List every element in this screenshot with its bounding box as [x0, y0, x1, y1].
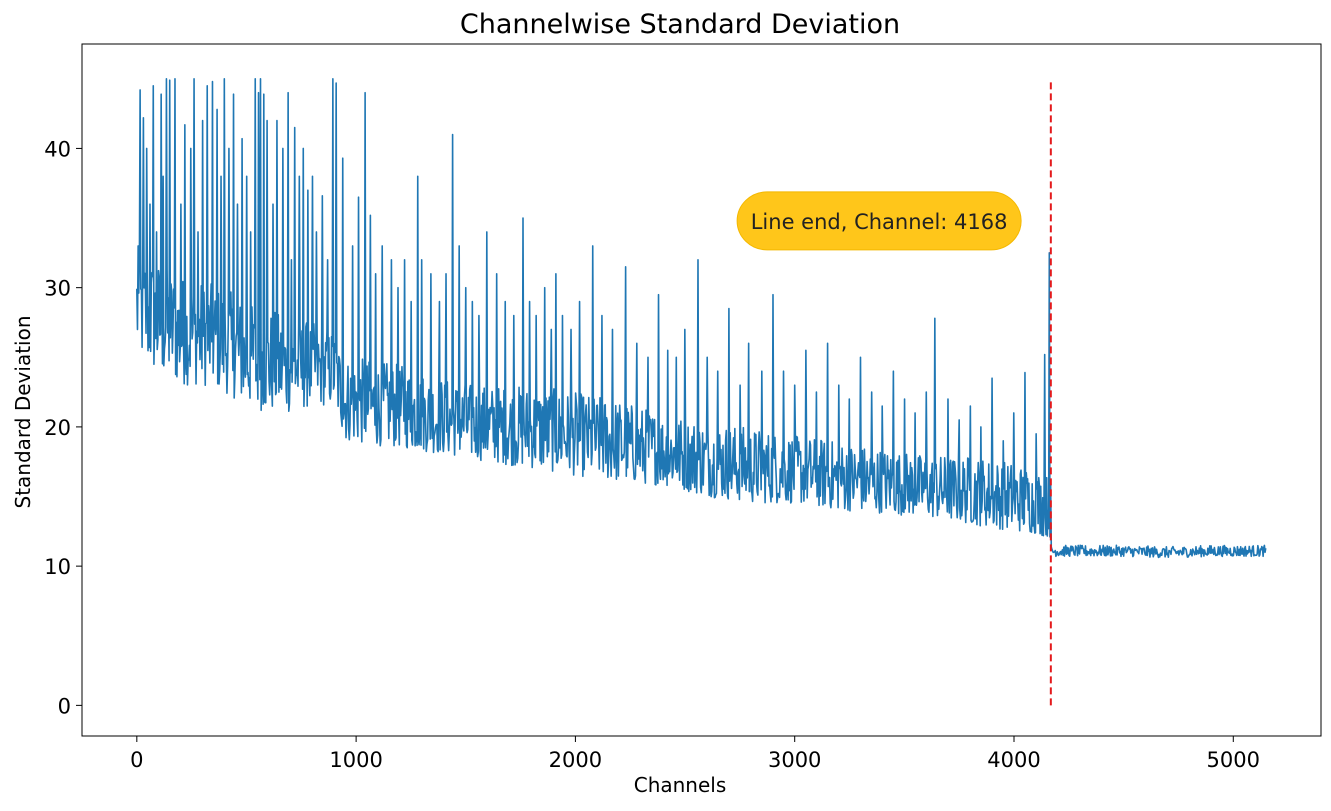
y-axis: 0 10 20 30 40 [44, 137, 82, 718]
x-tick-label: 4000 [987, 748, 1040, 772]
plot-frame [81, 43, 1322, 737]
chart-title: Channelwise Standard Deviation [460, 9, 900, 40]
series-line [136, 78, 1267, 559]
y-tick-label: 40 [44, 137, 71, 161]
annotation-layer: Line end, Channel: 4168 [736, 191, 1022, 251]
annotation-text: Line end, Channel: 4168 [751, 210, 1008, 234]
y-tick-label: 30 [44, 277, 71, 301]
annotation-callout [736, 191, 1022, 251]
x-tick-label: 1000 [329, 748, 382, 772]
y-tick-label: 10 [44, 555, 71, 579]
y-axis-label: Standard Deviation [11, 315, 35, 508]
x-tick-label: 5000 [1207, 748, 1260, 772]
plot-area: Line end, Channel: 4168 [81, 43, 1322, 737]
x-axis-label: Channels [634, 773, 727, 797]
x-axis: 0 1000 2000 3000 4000 5000 [130, 736, 1260, 772]
x-tick-label: 2000 [549, 748, 602, 772]
y-tick-label: 0 [58, 694, 71, 718]
series-layer [136, 78, 1267, 559]
x-tick-label: 0 [130, 748, 143, 772]
y-tick-label: 20 [44, 416, 71, 440]
x-tick-label: 3000 [768, 748, 821, 772]
